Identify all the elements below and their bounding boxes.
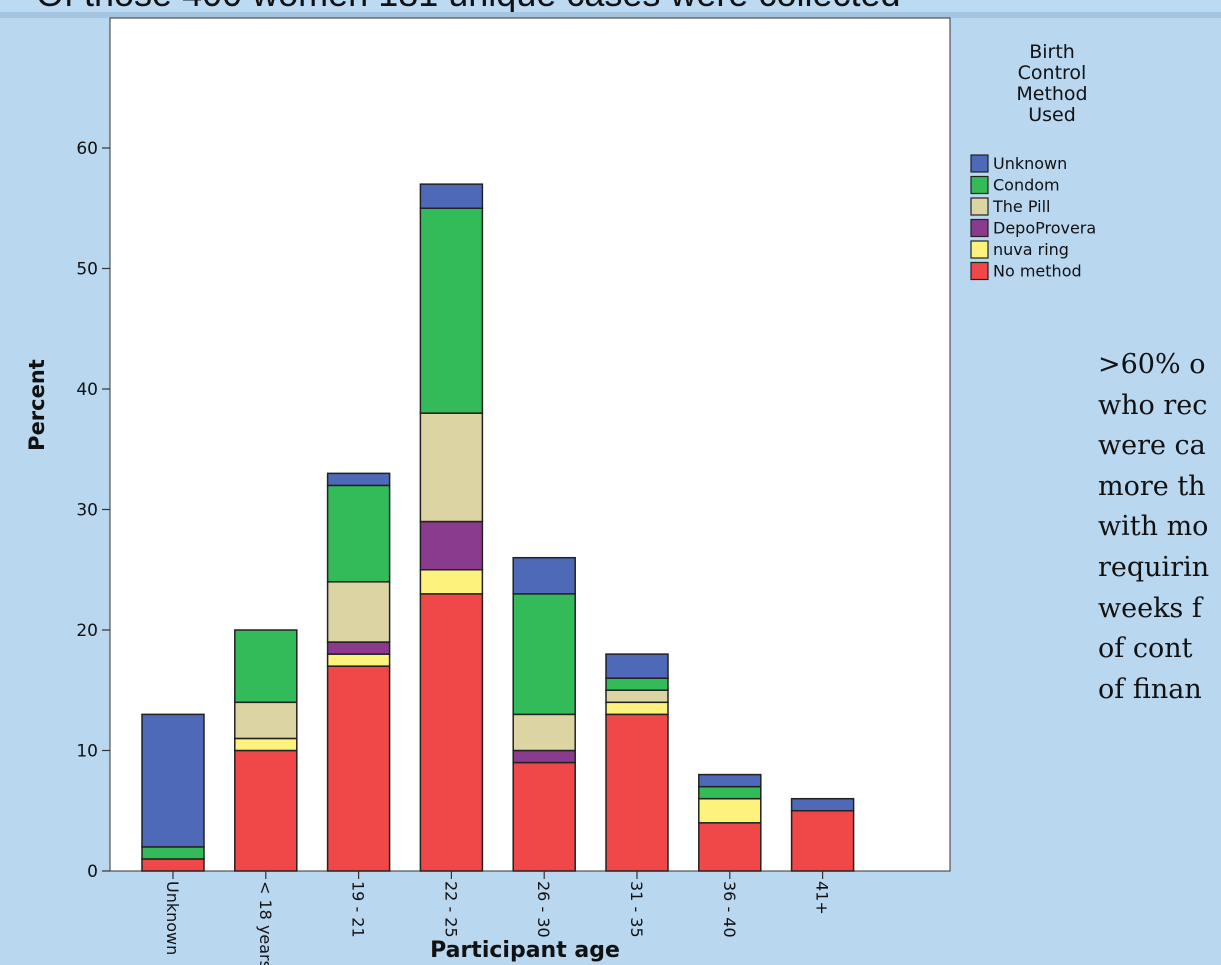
- bar-segment-1-1: [234, 737, 298, 752]
- bar-segment-2-1: [326, 653, 391, 667]
- x-tick-label-7: 41+: [813, 881, 832, 915]
- bar-segment-6-5: [698, 773, 762, 788]
- legend-label-0: Unknown: [993, 154, 1067, 173]
- legend-label-3: DepoProvera: [993, 219, 1096, 238]
- y-tick-label-4: 40: [76, 380, 98, 400]
- legend-swatch-3: [970, 218, 989, 238]
- bar-segment-7-0: [790, 810, 855, 872]
- bar-segment-3-4: [419, 207, 484, 414]
- bar-segment-6-1: [698, 797, 762, 824]
- legend-label-2: The Pill: [992, 197, 1050, 216]
- bar-segment-6-0: [698, 822, 762, 872]
- y-tick-label-2: 20: [76, 621, 98, 641]
- y-tick-label-3: 30: [76, 501, 98, 521]
- bar-segment-4-2: [512, 749, 576, 764]
- legend-title-line-2: Method: [1016, 83, 1087, 105]
- y-tick-label-0: 0: [87, 862, 98, 882]
- bar-segment-3-1: [419, 569, 484, 595]
- y-tick-label-6: 60: [76, 139, 98, 159]
- legend-swatch-4: [970, 240, 989, 259]
- x-axis-label: Participant age: [430, 938, 620, 963]
- top-banner-shadow: [0, 12, 1221, 18]
- legend-label-4: nuva ring: [993, 240, 1069, 259]
- x-tick-label-5: 31 - 35: [627, 881, 646, 938]
- side-text-line-2: were ca: [1098, 430, 1206, 462]
- y-tick-label-5: 50: [76, 260, 98, 280]
- legend-title-line-0: Birth: [1029, 41, 1075, 63]
- side-text-line-6: weeks f: [1098, 592, 1202, 624]
- bar-segment-1-4: [234, 629, 298, 704]
- side-text-line-7: of cont: [1098, 633, 1193, 665]
- bar-segment-2-0: [326, 665, 391, 872]
- side-text-line-1: who rec: [1098, 389, 1208, 421]
- x-tick-label-1: < 18 years: [256, 881, 275, 965]
- bar-segment-4-3: [512, 713, 576, 752]
- bar-segment-3-3: [419, 412, 484, 523]
- bar-segment-5-5: [605, 653, 669, 679]
- bar-segment-5-1: [605, 701, 669, 716]
- side-text-line-5: requirin: [1098, 551, 1210, 583]
- bar-segment-6-4: [698, 785, 762, 800]
- bar-segment-3-5: [419, 183, 484, 209]
- bar-segment-0-0: [141, 858, 205, 872]
- bar-segment-0-5: [141, 713, 205, 848]
- legend-swatch-0: [970, 154, 989, 173]
- x-tick-label-6: 36 - 40: [720, 881, 739, 938]
- bar-segment-3-0: [419, 593, 484, 872]
- side-text-block: >60% o who rec were ca more th with mo requir…: [1098, 345, 1221, 710]
- y-tick-label-1: 10: [76, 742, 98, 762]
- bar-segment-4-4: [512, 593, 576, 716]
- bar-segment-1-3: [234, 701, 298, 740]
- legend-title-line-1: Control: [1018, 62, 1087, 84]
- axes-group: 0 10 20 30 40 50 60 Unknown < 18 years 19 - 21 22 …: [76, 139, 831, 965]
- top-banner-text: Of those 400 women 181 unique cases were…: [36, 0, 901, 12]
- legend-label-1: Condom: [993, 176, 1060, 195]
- bar-segment-7-5: [790, 797, 855, 812]
- side-text-line-4: with mo: [1098, 511, 1209, 543]
- bar-segment-5-3: [605, 689, 669, 704]
- bars-group: [141, 183, 855, 872]
- legend-label-5: No method: [993, 262, 1082, 281]
- bar-segment-4-0: [512, 761, 576, 872]
- legend-swatch-5: [970, 261, 989, 281]
- bar-segment-1-0: [234, 749, 298, 872]
- side-text-line-0: >60% o: [1098, 349, 1206, 380]
- x-tick-label-2: 19 - 21: [349, 881, 368, 938]
- side-text-line-3: more th: [1098, 470, 1206, 502]
- x-tick-label-4: 26 - 30: [534, 881, 553, 938]
- bar-segment-0-4: [141, 846, 205, 860]
- legend-title-line-3: Used: [1028, 104, 1076, 126]
- bar-segment-3-2: [419, 520, 484, 571]
- y-axis-label: Percent: [25, 359, 49, 451]
- bar-segment-2-5: [326, 472, 391, 487]
- bar-segment-2-3: [326, 581, 391, 643]
- bar-segment-4-5: [512, 556, 576, 595]
- legend-swatch-1: [970, 175, 989, 195]
- bar-segment-2-4: [326, 484, 391, 583]
- bar-segment-5-0: [605, 713, 669, 872]
- x-tick-label-3: 22 - 25: [441, 881, 460, 938]
- x-tick-label-0: Unknown: [163, 881, 182, 955]
- side-text-line-8: of finan: [1098, 673, 1202, 705]
- bar-segment-2-2: [326, 641, 391, 655]
- bar-segment-5-4: [605, 677, 669, 692]
- top-banner: Of those 400 women 181 unique cases were…: [0, 0, 1221, 12]
- legend-swatch-2: [970, 197, 989, 216]
